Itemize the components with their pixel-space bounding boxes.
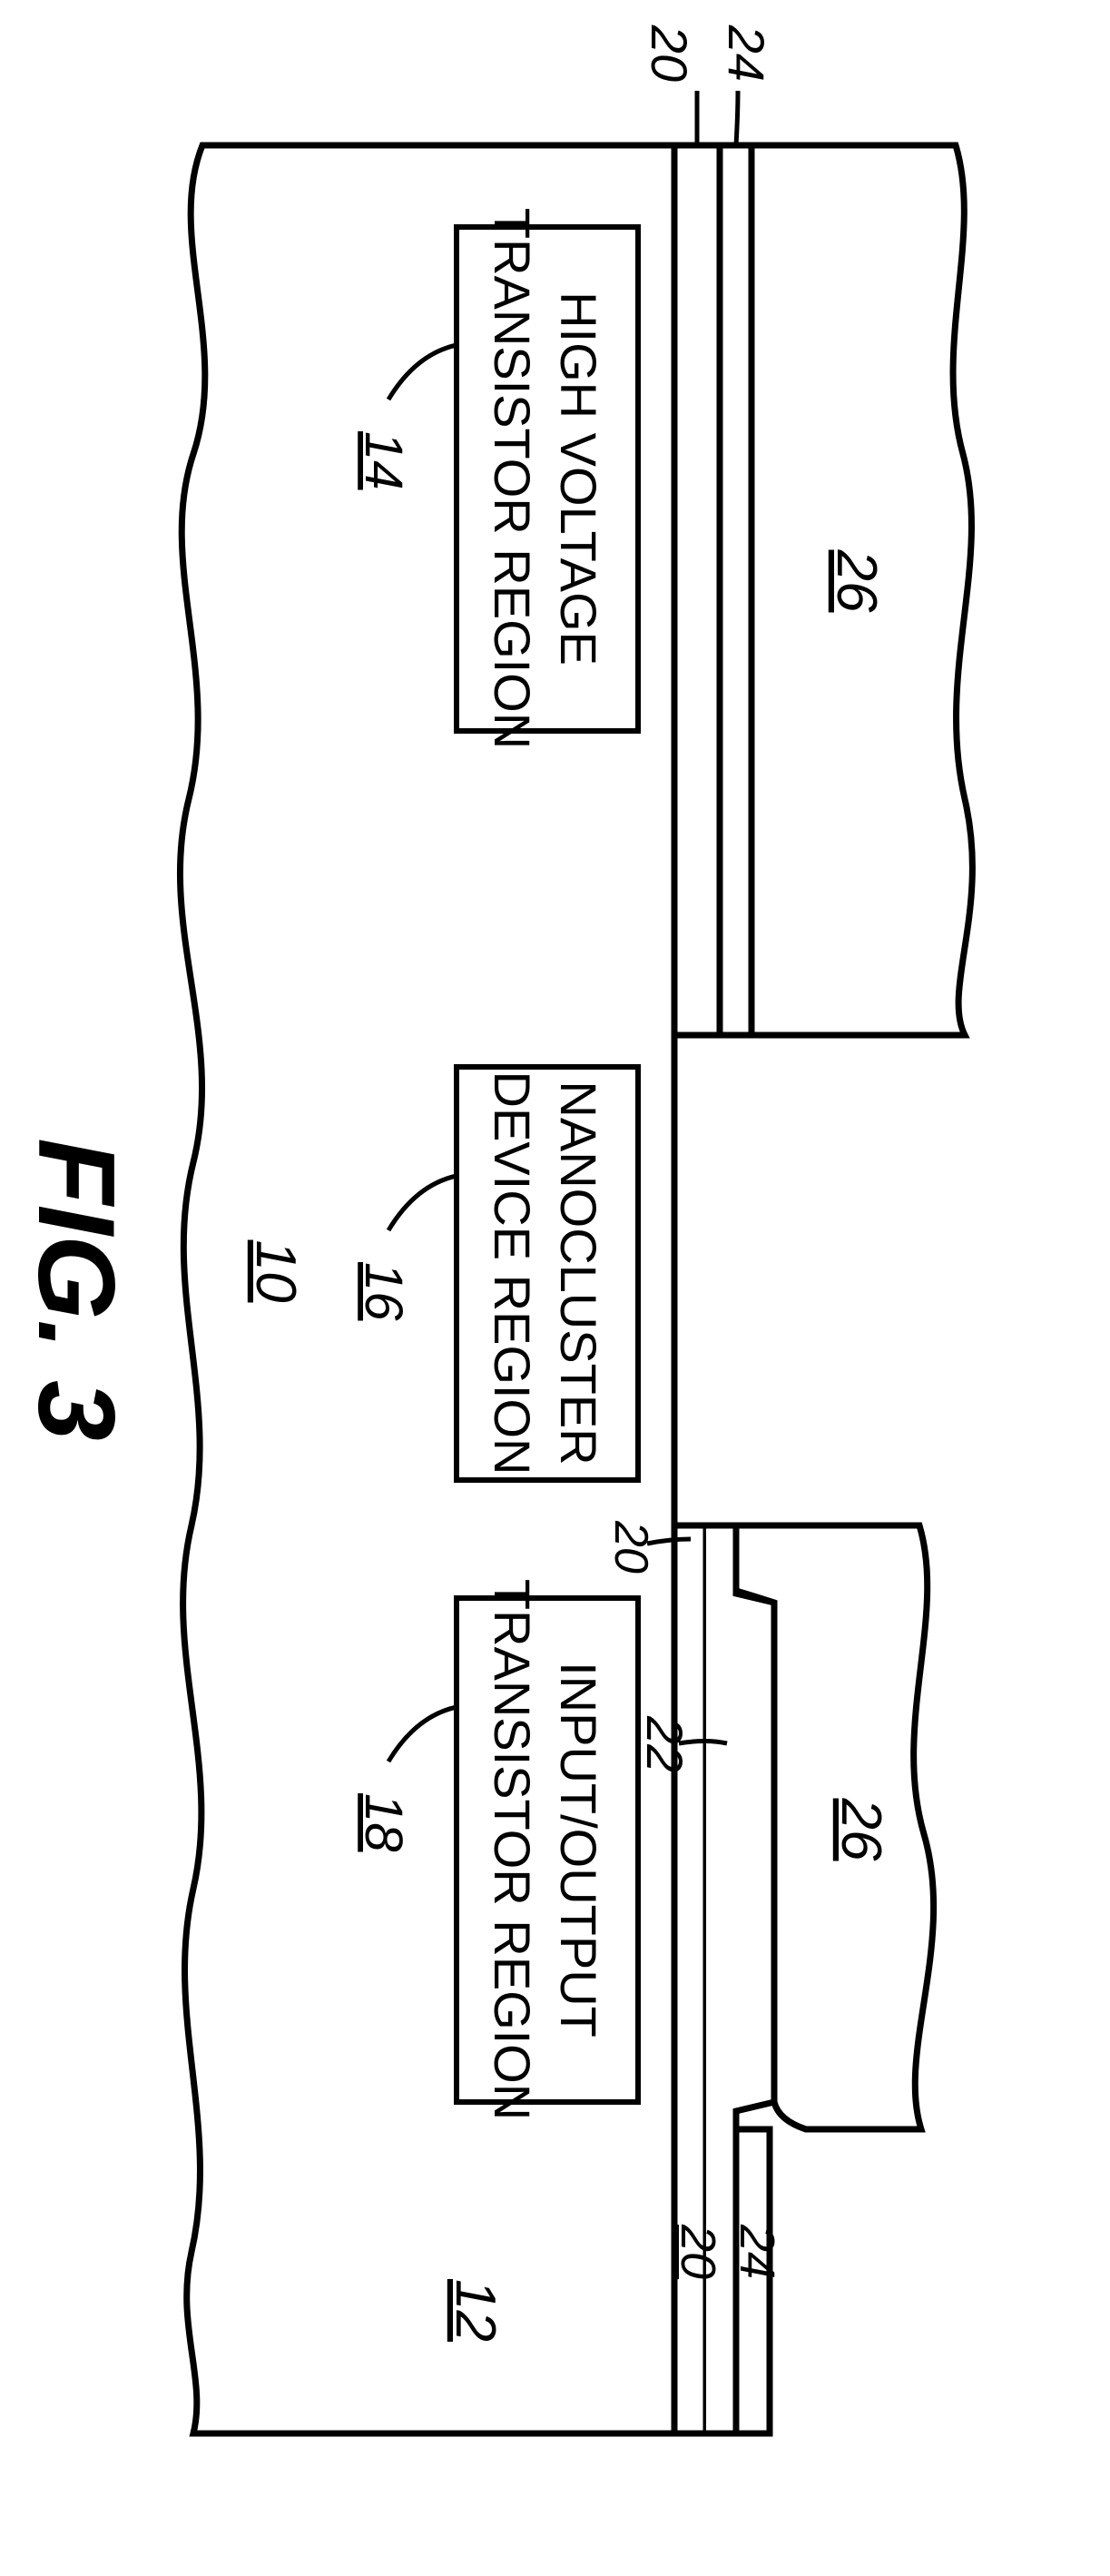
hv-layer-26-ref: 26 <box>825 549 888 613</box>
nano-ref: 16 <box>354 1262 413 1321</box>
hv-layer-20 <box>674 145 720 1035</box>
hv-region-label-1: HIGH VOLTAGE <box>550 291 607 666</box>
figure-container: HIGH VOLTAGE TRANSISTOR REGION NANOCLUST… <box>0 0 1110 2576</box>
io-region-label-1: INPUT/OUTPUT <box>550 1662 607 2038</box>
io-layer-26-ref: 26 <box>830 1798 892 1861</box>
hv-layer-24 <box>720 145 751 1035</box>
hv-24-ref: 24 <box>718 25 775 82</box>
hv-24-leader <box>736 91 738 145</box>
io-region-label-2: TRANSISTOR REGION <box>484 1579 541 2120</box>
nano-region-box <box>457 1067 638 1480</box>
cross-section-diagram: HIGH VOLTAGE TRANSISTOR REGION NANOCLUST… <box>0 0 1110 2576</box>
hv-20-ref: 20 <box>641 25 698 82</box>
io-layer-20-base <box>674 1525 706 2433</box>
io-22-ref: 22 <box>636 1715 693 1772</box>
io-right-24-ref: 24 <box>730 2224 784 2279</box>
figure-label: FIG. 3 <box>15 1138 137 1440</box>
io-20l-ref: 20 <box>604 1520 657 1574</box>
hv-ref: 14 <box>354 431 413 490</box>
hv-region-label-2: TRANSISTOR REGION <box>484 208 541 749</box>
io-region-box <box>457 1598 638 2102</box>
io-right-shelf-24 <box>736 2129 770 2433</box>
io-right-20-ref: 20 <box>671 2224 725 2279</box>
hv-region-box <box>457 227 638 731</box>
nano-region-label-1: NANOCLUSTER <box>550 1081 607 1465</box>
substrate-ref: 10 <box>244 1240 307 1303</box>
substrate-body-ref: 12 <box>444 2279 506 2342</box>
io-ref: 18 <box>354 1793 413 1852</box>
nano-region-label-2: DEVICE REGION <box>484 1071 541 1476</box>
